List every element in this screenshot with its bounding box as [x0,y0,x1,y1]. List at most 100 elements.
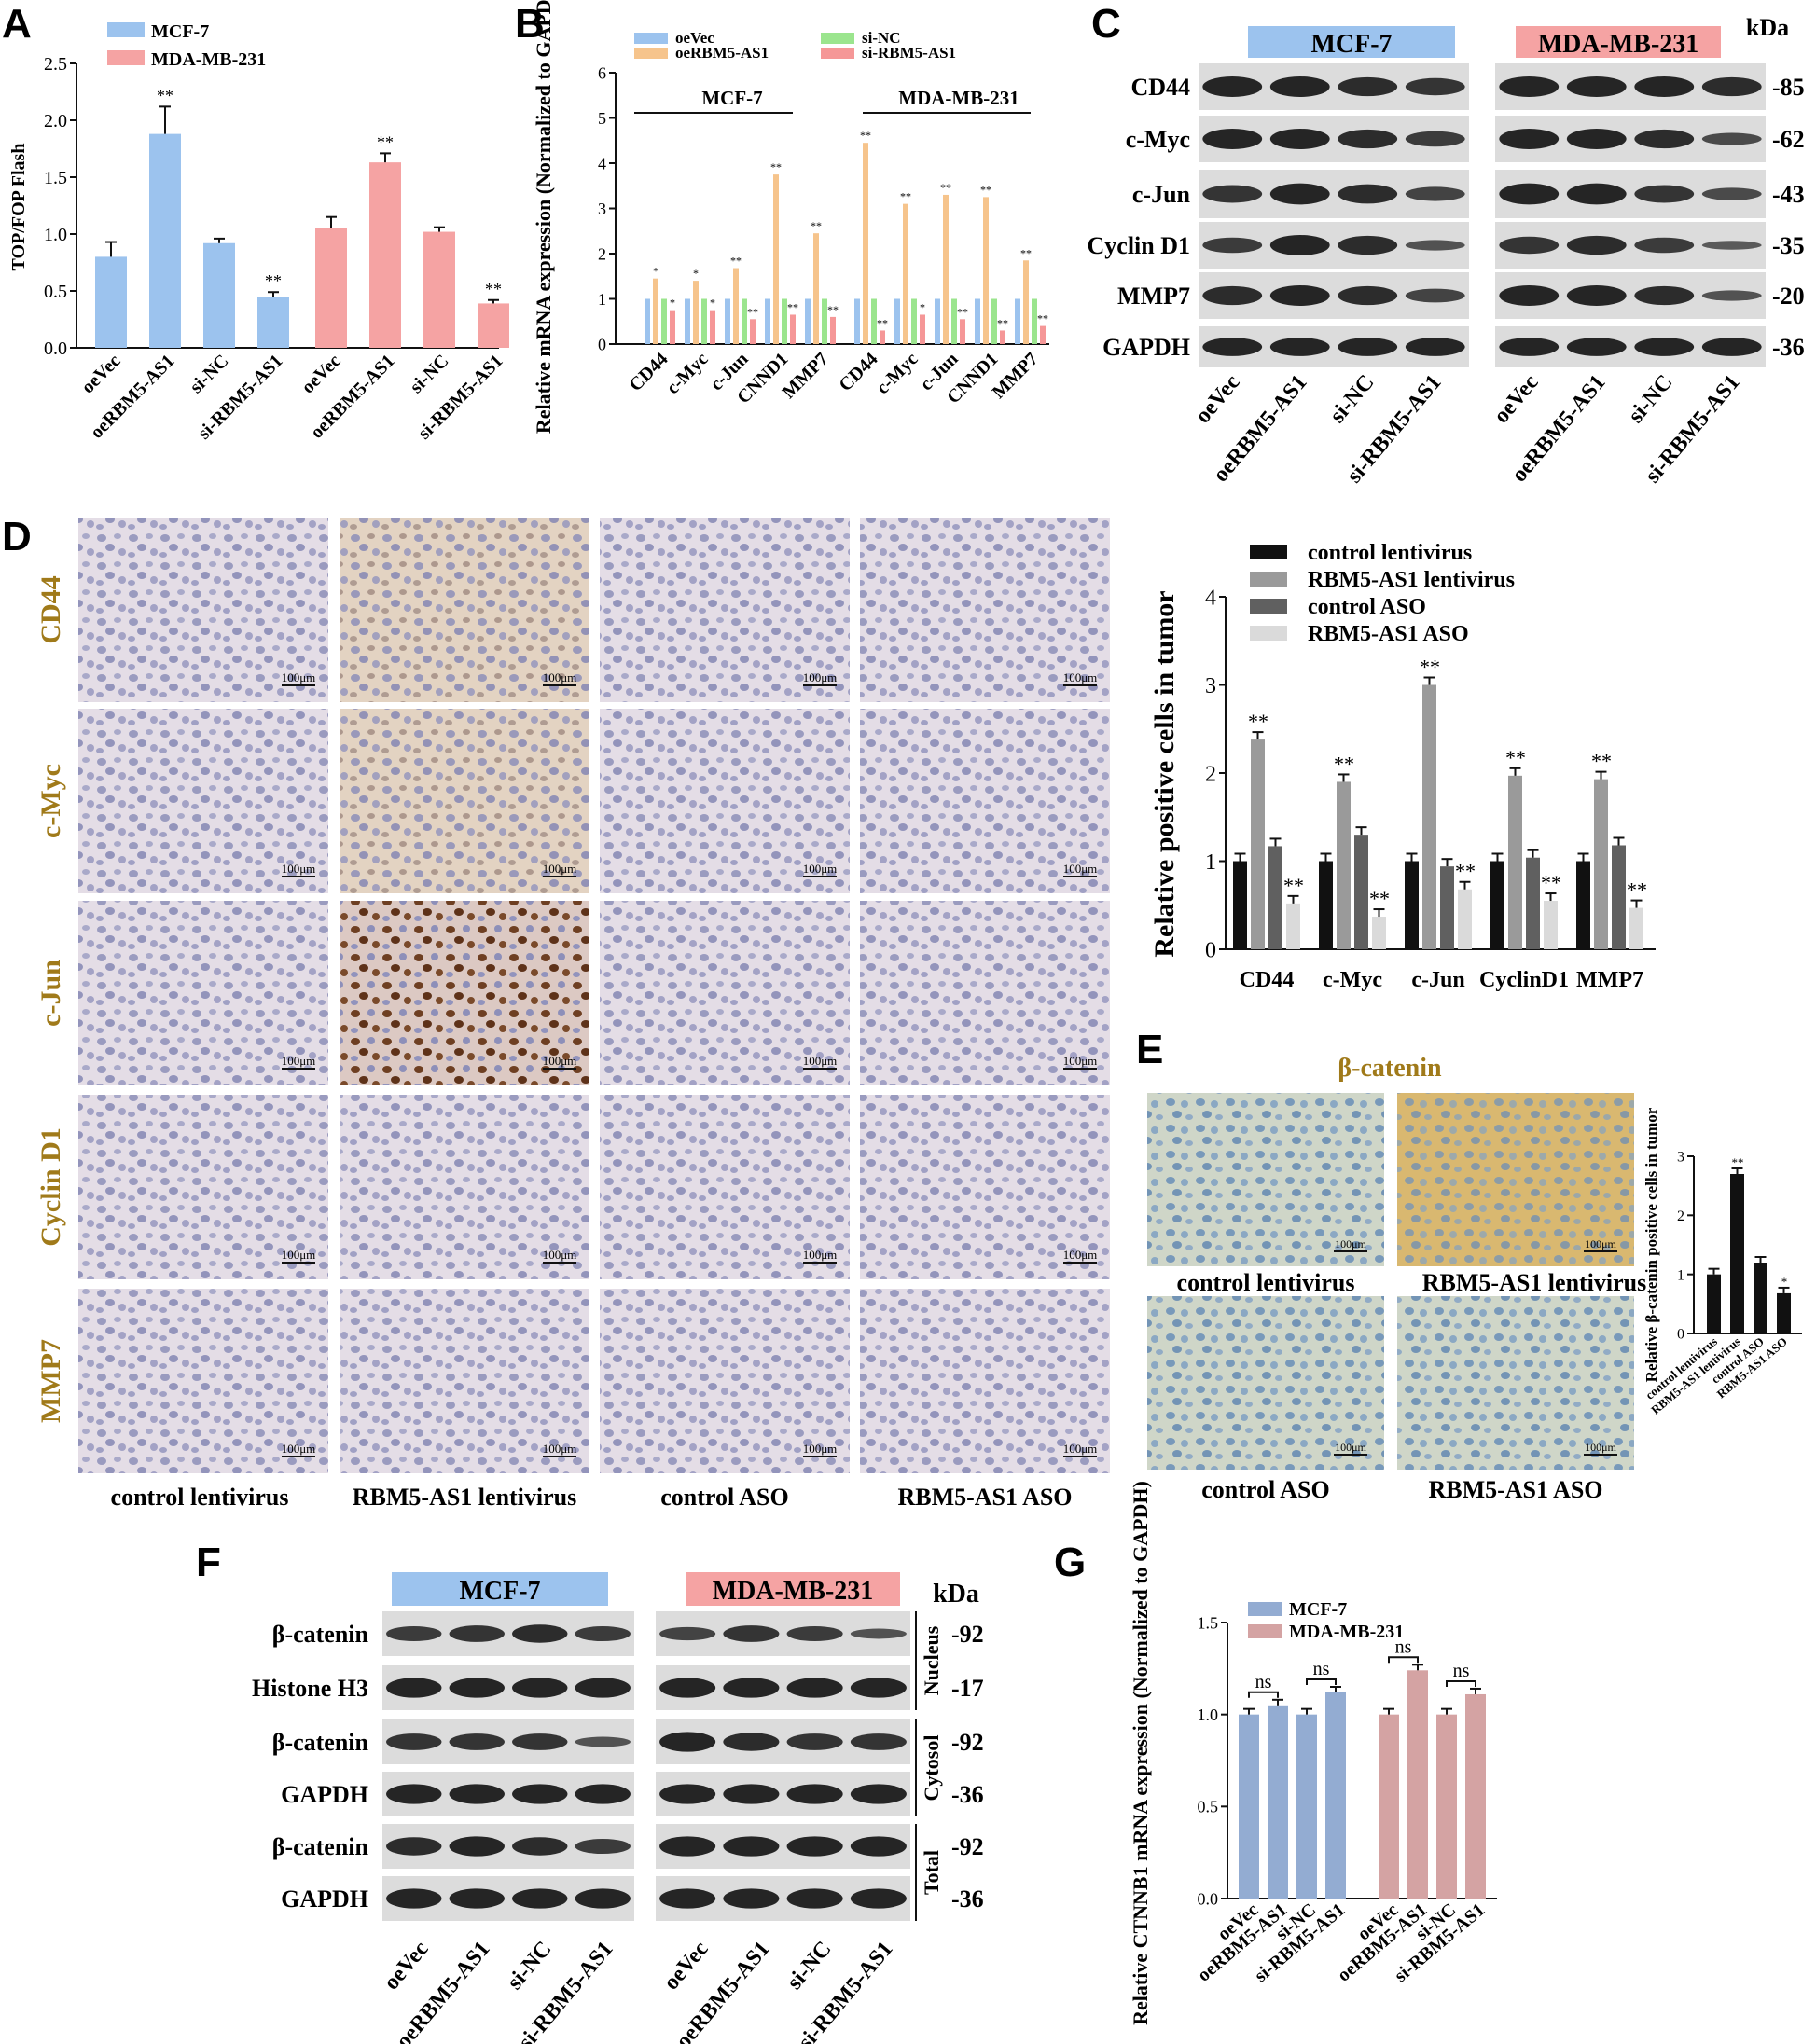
dc-significance: ** [1541,871,1561,894]
g-bar [1379,1714,1399,1899]
d-ihc-image [860,518,1110,702]
a-x-tick-label: oeVec [298,351,344,397]
b-y-tick-label: 0 [598,335,606,353]
g-y-tick-label: 0.5 [1198,1798,1219,1816]
e-y-axis-title: Relative β-catenin positive cells in tum… [1643,1107,1660,1382]
d-ihc-image [600,1289,850,1473]
g-ns-bracket [1248,1691,1279,1698]
f-right-band [850,1836,907,1857]
g-ns-label: ns [1453,1661,1470,1681]
dc-bar [1526,857,1540,949]
panel-label-e: E [1136,1027,1163,1072]
c-kda-label: -20 [1772,283,1805,310]
c-lane-label: oeVec [1191,370,1245,428]
d-scale-label: 100μm [803,670,838,684]
f-left-band [512,1624,568,1643]
d-scale-label: 100μm [1063,1442,1098,1456]
dc-bar [1319,861,1333,949]
b-bar [790,314,796,344]
e-bar [1777,1292,1791,1333]
dc-bar [1490,861,1504,949]
b-significance: ** [811,219,822,232]
b-bar [765,298,770,344]
a-significance: ** [157,86,173,104]
f-lane-label: si-NC [783,1937,837,1995]
b-x-tick-label: CD44 [625,349,672,395]
f-left-band [512,1784,568,1804]
b-y-axis-title: Relative mRNA expression (Normalized to … [532,0,555,434]
c-right-band [1499,76,1560,97]
c-right-band [1566,76,1627,97]
f-left-band [512,1733,568,1750]
f-kda-label: -36 [951,1885,984,1913]
e-ihc-image [1397,1296,1634,1470]
e-ihc-image [1147,1093,1384,1266]
d-ihc-image [78,1095,328,1279]
e-image-label: RBM5-AS1 ASO [1428,1476,1602,1503]
dc-y-tick-label: 3 [1205,674,1216,698]
dc-legend-swatch [1250,599,1287,614]
f-fraction-label: Cytosol [920,1735,943,1802]
d-ihc-image [860,1095,1110,1279]
f-fraction-label: Nucleus [920,1625,943,1695]
b-bar [805,298,811,344]
b-bar [911,298,917,344]
dc-legend-label: control ASO [1308,595,1426,619]
dc-significance: ** [1627,878,1647,902]
f-kda-label: -92 [951,1833,984,1860]
b-bar [1032,298,1037,344]
b-significance: ** [957,305,968,318]
f-left-band [386,1625,442,1642]
g-y-tick-label: 0.0 [1198,1889,1219,1908]
d-scale-label: 100μm [543,1054,577,1068]
dc-bar [1354,835,1368,949]
b-significance: * [670,297,675,310]
c-left-band [1405,131,1465,147]
c-right-band [1566,129,1627,149]
b-bar [725,298,730,344]
dc-x-tick-label: c-Myc [1323,968,1382,992]
g-legend-swatch [1248,1624,1282,1638]
b-x-tick-label: c-Myc [872,349,922,398]
c-right-band [1634,285,1695,306]
b-bar [742,298,747,344]
dc-x-tick-label: c-Jun [1411,968,1464,992]
b-significance: * [920,300,925,313]
dc-legend-label: control lentivirus [1308,541,1472,565]
d-ihc-image [860,709,1110,893]
a-bar [478,303,509,348]
f-left-band [449,1678,505,1698]
b-x-tick-label: c-Myc [662,349,712,398]
c-left-band [1269,285,1330,306]
panel-a-chart: 0.0 0.5 1.0 1.5 2.0 2.5 TOP/FOP Flash oeVec ** oe… [8,21,509,444]
dc-bar [1440,866,1454,949]
c-header-mda: MDA-MB-231 [1538,30,1699,59]
a-y-tick-label: 0.5 [44,282,67,302]
d-ihc-image [340,709,589,893]
f-left-band [512,1837,568,1856]
f-protein-label: β-catenin [272,1833,369,1860]
b-bar [943,194,949,344]
c-right-band [1701,290,1762,301]
e-bar [1730,1174,1744,1333]
f-lane-label: si-NC [503,1937,557,1995]
dc-significance: ** [1283,874,1304,897]
b-significance: ** [730,255,742,268]
c-right-band [1701,241,1762,250]
dc-x-tick-label: MMP7 [1576,968,1643,992]
dc-y-tick-label: 0 [1205,938,1216,962]
a-significance: ** [377,132,394,151]
b-bar [685,298,690,344]
e-significance: ** [1732,1155,1744,1169]
b-significance: * [693,267,699,280]
b-significance: ** [900,190,911,203]
f-left-band [386,1837,442,1856]
g-legend-label: MCF-7 [1289,1599,1347,1620]
b-bar [710,310,715,344]
b-legend-label: oeRBM5-AS1 [675,44,769,62]
c-header-mcf7-box [1248,26,1455,58]
dc-significance: ** [1455,860,1476,883]
d-row-label: Cyclin D1 [35,1127,66,1247]
d-scale-label: 100μm [282,670,316,684]
